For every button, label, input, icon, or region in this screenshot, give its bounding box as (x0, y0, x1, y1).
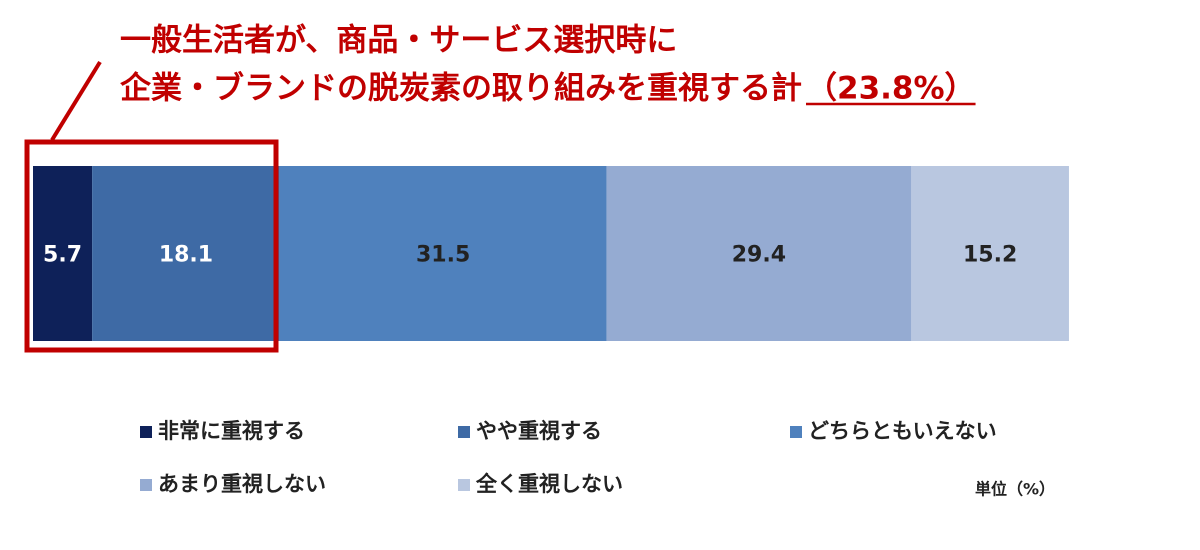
chart-title: 一般生活者が、商品・サービス選択時に (120, 23, 677, 59)
legend-label: やや重視する (476, 419, 602, 443)
legend-swatch (790, 426, 802, 438)
value-label: 18.1 (159, 243, 213, 268)
legend-swatch (458, 426, 470, 438)
bar-segment (279, 166, 607, 341)
legend-label: 非常に重視する (158, 419, 305, 443)
legend-swatch (140, 479, 152, 491)
bar-group: 5.7 18.1 31.5 29.4 15.2 (33, 166, 1069, 341)
value-label: 31.5 (416, 243, 470, 268)
value-label: 5.7 (43, 243, 82, 268)
highlight-box (24, 139, 279, 353)
bar-segment (911, 166, 1069, 341)
legend-label: 全く重視しない (475, 472, 623, 496)
annotation: （23.8%） (806, 71, 976, 107)
legend-label: あまり重視しない (158, 472, 326, 496)
legend-swatch (458, 479, 470, 491)
value-label: 15.2 (963, 243, 1017, 268)
value-label: 29.4 (732, 243, 786, 268)
unit-label: 単位（%） (975, 480, 1055, 499)
bar-segment (33, 166, 93, 341)
legend-label: どちらともいえない (808, 419, 997, 443)
chart-title: 企業・ブランドの脱炭素の取り組みを重視する計 (120, 71, 802, 107)
bar-segment (606, 166, 912, 341)
bar-segment (92, 166, 280, 341)
callout-line (50, 60, 102, 142)
legend-swatch (140, 426, 152, 438)
